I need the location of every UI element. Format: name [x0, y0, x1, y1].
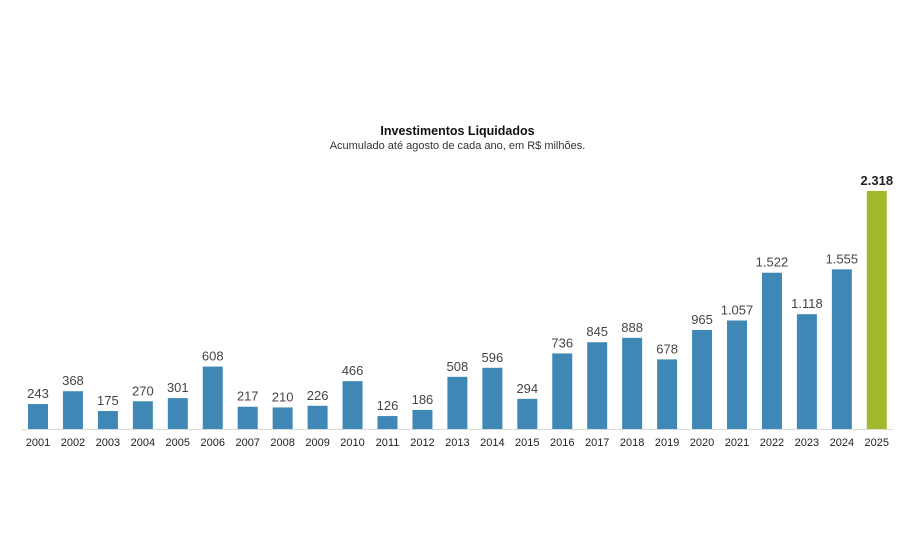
data-label-2017: 845: [586, 324, 608, 339]
bar-2001: [28, 404, 48, 429]
x-tick-label: 2015: [515, 437, 539, 449]
data-label-2003: 175: [97, 393, 119, 408]
x-tick-label: 2022: [760, 437, 784, 449]
bar-2002: [62, 391, 83, 429]
data-label-2007: 217: [237, 389, 259, 404]
x-tick-label: 2021: [725, 437, 749, 449]
bar-2018: [622, 337, 643, 429]
data-label-2008: 210: [272, 389, 294, 404]
x-tick-label: 2019: [655, 437, 679, 449]
x-tick-label: 2017: [585, 437, 609, 449]
bar-2021: [727, 320, 747, 429]
x-tick-label: 2005: [166, 437, 190, 449]
x-tick-label: 2001: [26, 437, 50, 449]
x-tick-label: 2008: [270, 437, 294, 449]
data-label-2006: 608: [202, 349, 224, 364]
data-label-2016: 736: [551, 335, 573, 350]
bar-2006: [202, 366, 223, 429]
x-tick-label: 2007: [235, 437, 259, 449]
bar-2020: [692, 329, 713, 429]
x-tick-label: 2020: [690, 437, 714, 449]
data-label-2018: 888: [621, 320, 643, 335]
x-tick-label: 2016: [550, 437, 574, 449]
x-tick-label: 2024: [830, 437, 854, 449]
data-label-2005: 301: [167, 380, 189, 395]
bar-2017: [587, 342, 608, 429]
bar-2013: [447, 376, 468, 429]
x-tick-label: 2003: [96, 437, 120, 449]
data-label-2023: 1.118: [791, 296, 823, 311]
x-tick-label: 2023: [795, 437, 819, 449]
bar-2022: [761, 272, 782, 429]
x-tick-label: 2011: [376, 437, 400, 449]
data-label-2001: 243: [27, 386, 49, 401]
data-label-2024: 1.555: [826, 251, 859, 266]
x-tick-label: 2006: [201, 437, 225, 449]
bar-2025: [866, 191, 887, 429]
x-tick-label: 2009: [305, 437, 329, 449]
x-tick-label: 2018: [620, 437, 644, 449]
x-tick-label: 2014: [480, 437, 504, 449]
x-tick-label: 2004: [131, 437, 155, 449]
data-label-2010: 466: [342, 363, 364, 378]
bar-2023: [796, 314, 817, 429]
x-tick-label: 2002: [61, 437, 85, 449]
bar-2014: [482, 367, 503, 429]
data-label-2015: 294: [516, 381, 538, 396]
bar-2009: [307, 405, 328, 429]
data-label-2025: 2.318: [861, 173, 894, 188]
data-label-2022: 1.522: [756, 255, 789, 270]
x-tick-label: 2025: [865, 437, 889, 449]
data-label-2014: 596: [481, 350, 503, 365]
bar-2003: [97, 411, 118, 429]
bar-2007: [237, 406, 258, 429]
bar-2015: [517, 398, 538, 429]
x-tick-label: 2010: [340, 437, 364, 449]
x-tick-label: 2013: [445, 437, 469, 449]
data-label-2020: 965: [691, 312, 713, 327]
x-tick-label: 2012: [410, 437, 434, 449]
data-label-2012: 186: [412, 392, 434, 407]
data-label-2021: 1.057: [721, 302, 754, 317]
bar-2004: [132, 401, 153, 429]
data-label-2011: 126: [377, 398, 399, 413]
bar-2008: [272, 407, 293, 429]
bar-2024: [831, 269, 852, 429]
bar-2011: [377, 416, 398, 429]
bar-2012: [412, 409, 433, 429]
chart-title: Investimentos Liquidados: [380, 124, 535, 138]
data-label-2004: 270: [132, 383, 154, 398]
bar-2016: [552, 353, 573, 429]
chart-subtitle: Acumulado até agosto de cada ano, em R$ …: [329, 140, 586, 152]
data-label-2009: 226: [307, 388, 329, 403]
data-label-2019: 678: [656, 341, 678, 356]
bar-2010: [342, 381, 363, 429]
bar-2019: [657, 359, 678, 429]
bar-2005: [167, 398, 188, 429]
data-label-2013: 508: [447, 359, 469, 374]
data-label-2002: 368: [62, 373, 84, 388]
